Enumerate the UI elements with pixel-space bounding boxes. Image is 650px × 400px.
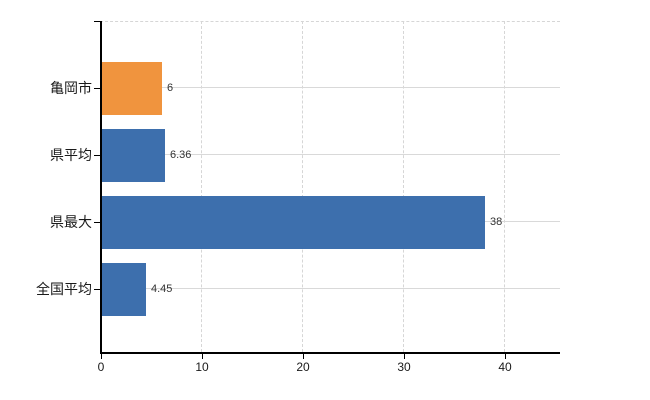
h-gridline [100, 288, 560, 289]
x-tick-label: 10 [195, 360, 209, 374]
category-label: 県最大 [50, 214, 92, 230]
bar [101, 262, 146, 316]
category-label: 全国平均 [36, 281, 92, 297]
v-gridline [504, 21, 505, 352]
category-label: 亀岡市 [50, 80, 92, 96]
v-gridline [302, 21, 303, 352]
category-tick [94, 289, 100, 290]
value-label: 38 [490, 216, 503, 228]
bar [101, 195, 485, 249]
x-tick [404, 354, 405, 359]
y-axis-line [100, 21, 102, 354]
x-axis-line [100, 352, 560, 354]
bar [101, 128, 165, 182]
value-label: 4.45 [151, 283, 173, 295]
v-gridline [403, 21, 404, 352]
category-tick [94, 222, 100, 223]
x-tick [505, 354, 506, 359]
category-tick [94, 155, 100, 156]
x-tick-label: 40 [498, 360, 512, 374]
v-gridline [201, 21, 202, 352]
x-tick [101, 354, 102, 359]
x-tick-label: 20 [296, 360, 310, 374]
category-tick [94, 88, 100, 89]
value-label: 6.36 [170, 149, 192, 161]
category-label: 県平均 [50, 147, 92, 163]
x-tick [303, 354, 304, 359]
x-tick-label: 0 [97, 360, 105, 374]
x-tick [202, 354, 203, 359]
y-axis-top-tick [94, 21, 100, 22]
plot-top-border [100, 21, 560, 22]
bar [101, 61, 162, 115]
h-gridline [100, 87, 560, 88]
x-tick-label: 30 [397, 360, 411, 374]
h-gridline [100, 154, 560, 155]
value-label: 6 [167, 82, 174, 94]
